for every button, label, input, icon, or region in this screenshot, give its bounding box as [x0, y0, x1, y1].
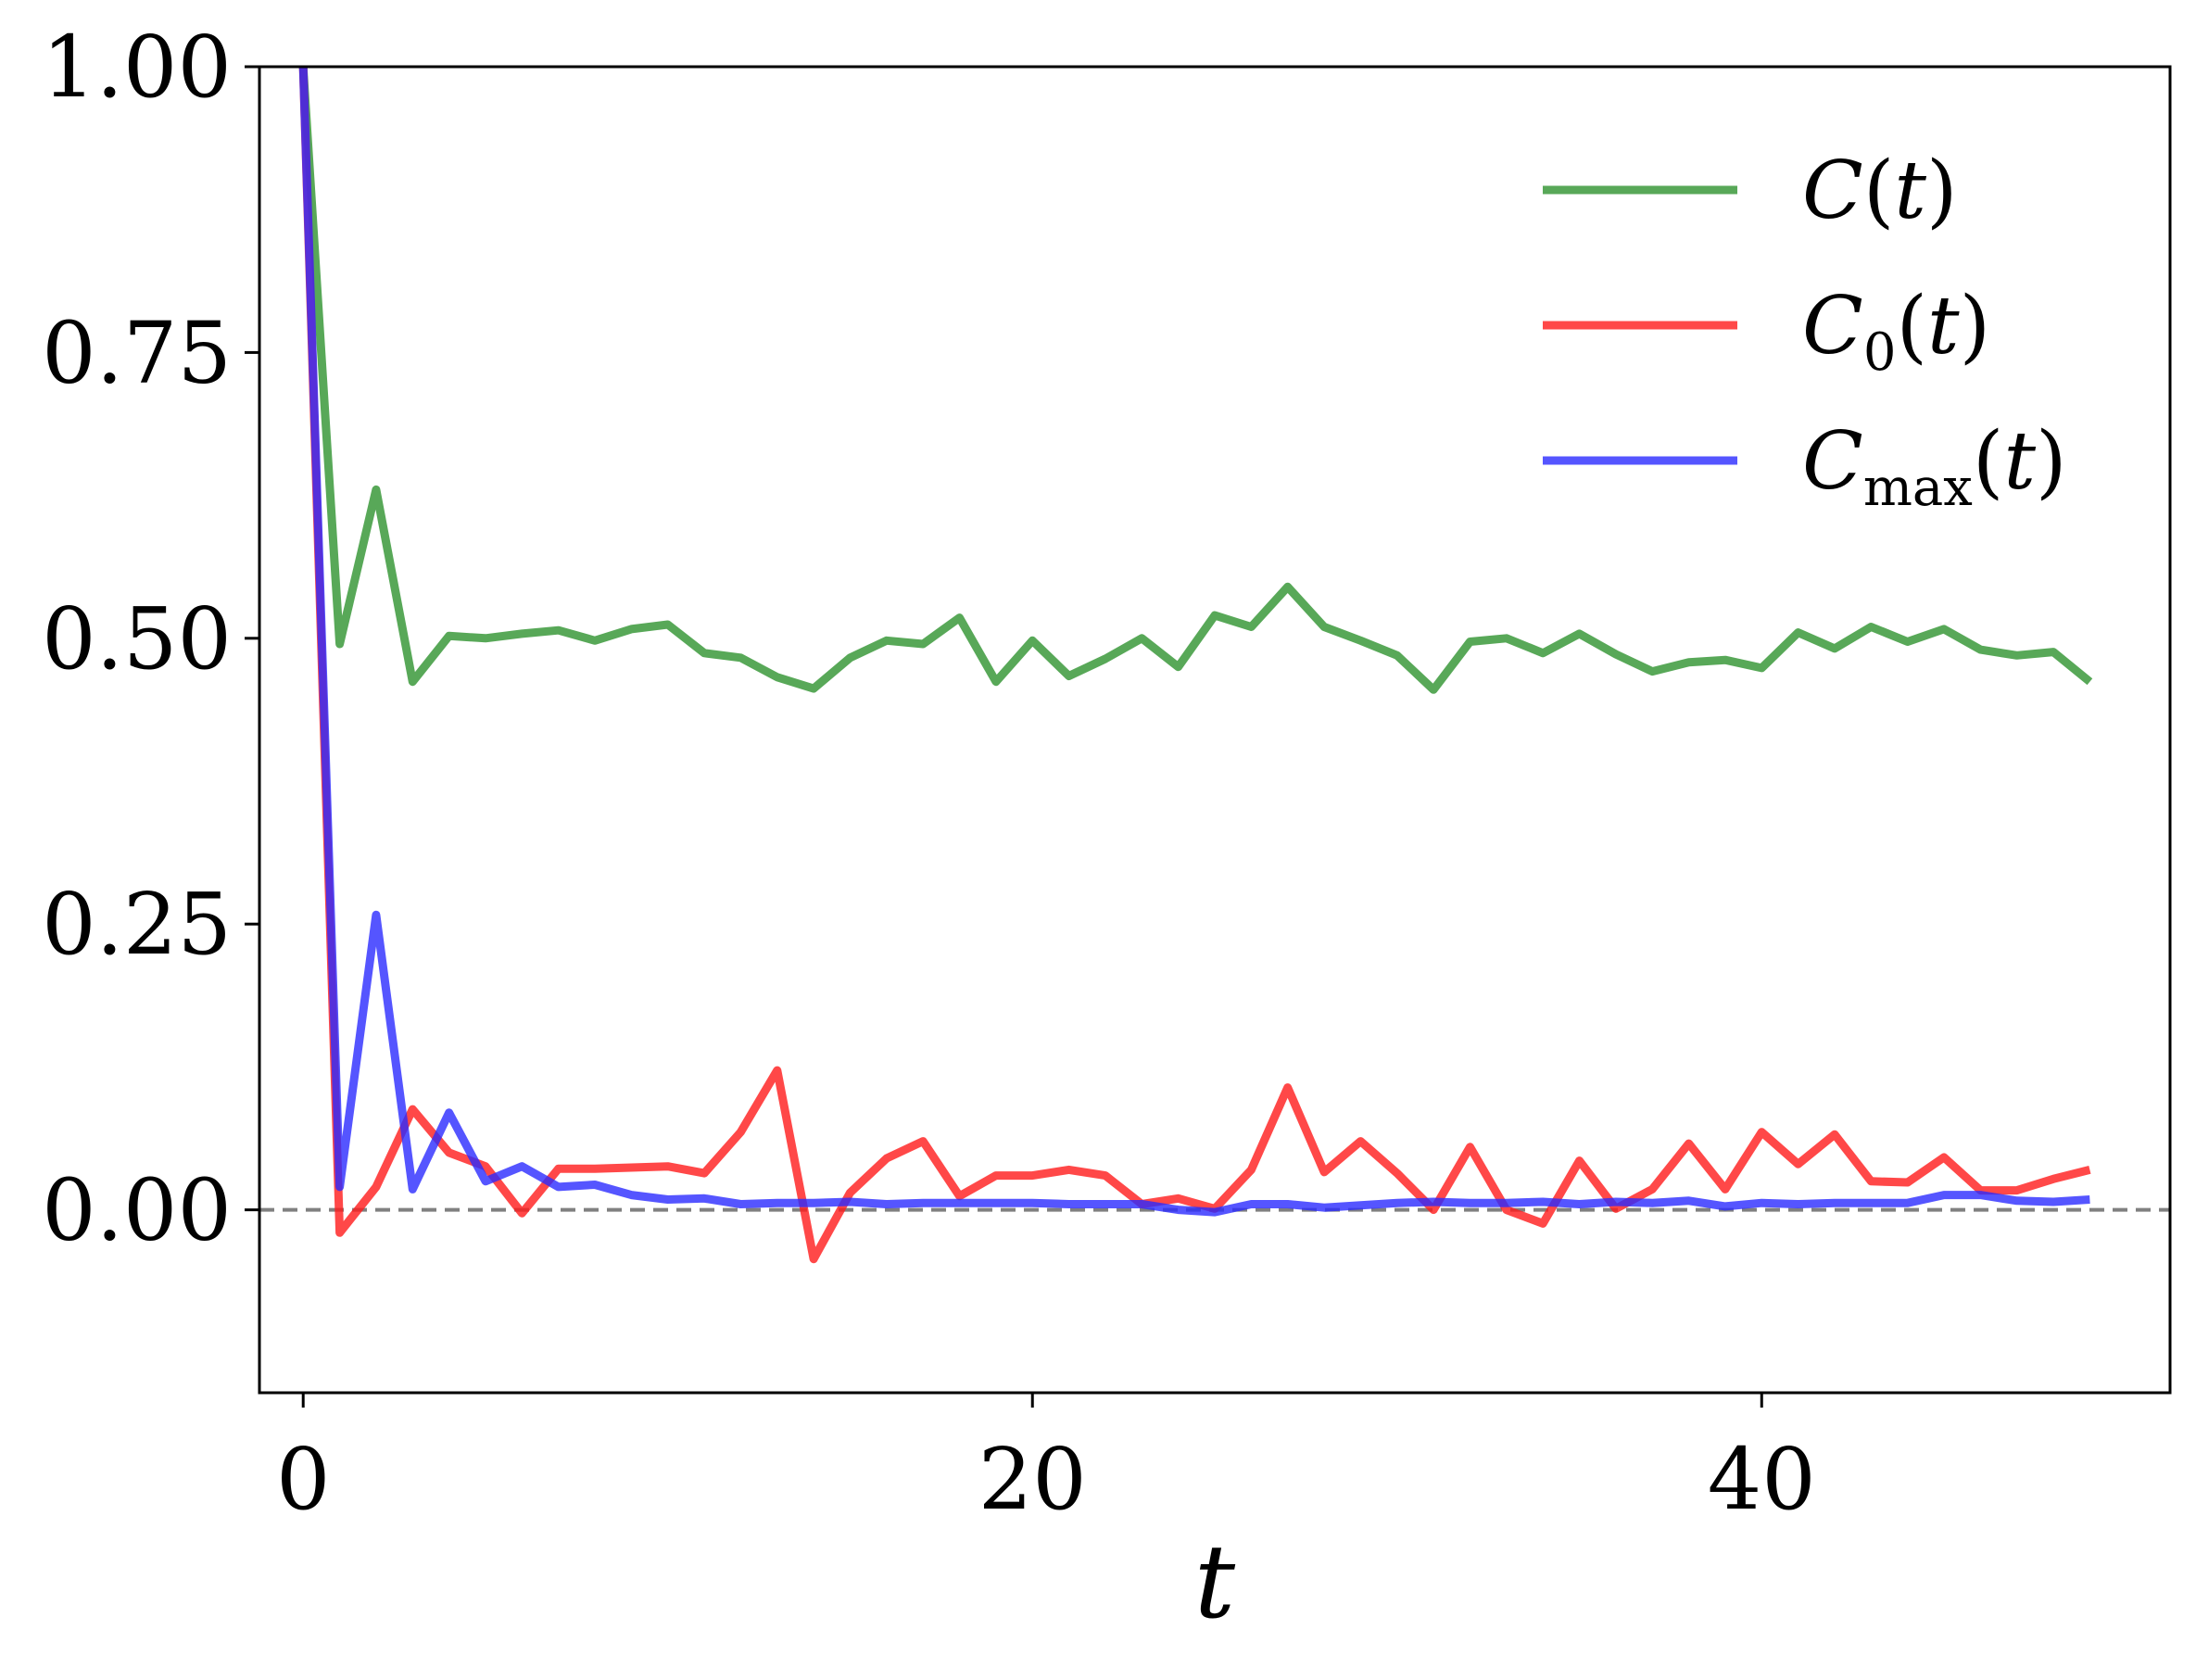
series-line-1 [298, 67, 2091, 1264]
series-line-2 [298, 67, 2090, 1217]
y-tick-label: 0.75 [42, 303, 232, 402]
x-tick-label: 0 [276, 1430, 331, 1529]
y-ticks: 0.00 0.25 0.50 0.75 1.00 [42, 18, 259, 1260]
y-tick-label: 0.50 [42, 589, 232, 688]
x-tick-label: 20 [978, 1430, 1087, 1529]
y-tick-label: 0.25 [42, 875, 232, 974]
x-ticks: 0 20 40 [276, 1393, 1816, 1529]
legend: C(t) C0(t) Cmax(t) [1543, 145, 2067, 518]
series-layer [298, 67, 2093, 1264]
legend-label-0: C(t) [1802, 145, 1958, 237]
x-tick-label: 40 [1708, 1430, 1816, 1529]
y-tick-label: 1.00 [42, 18, 232, 117]
legend-label-2: Cmax(t) [1802, 415, 2067, 518]
legend-label-1: C0(t) [1802, 280, 1990, 383]
x-axis-label: t [1194, 1522, 1236, 1641]
y-tick-label: 0.00 [42, 1161, 232, 1260]
plot-frame [258, 65, 2172, 1395]
series-line-0 [298, 67, 2093, 694]
